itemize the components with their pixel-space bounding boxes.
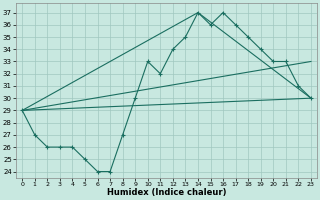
X-axis label: Humidex (Indice chaleur): Humidex (Indice chaleur) xyxy=(107,188,226,197)
